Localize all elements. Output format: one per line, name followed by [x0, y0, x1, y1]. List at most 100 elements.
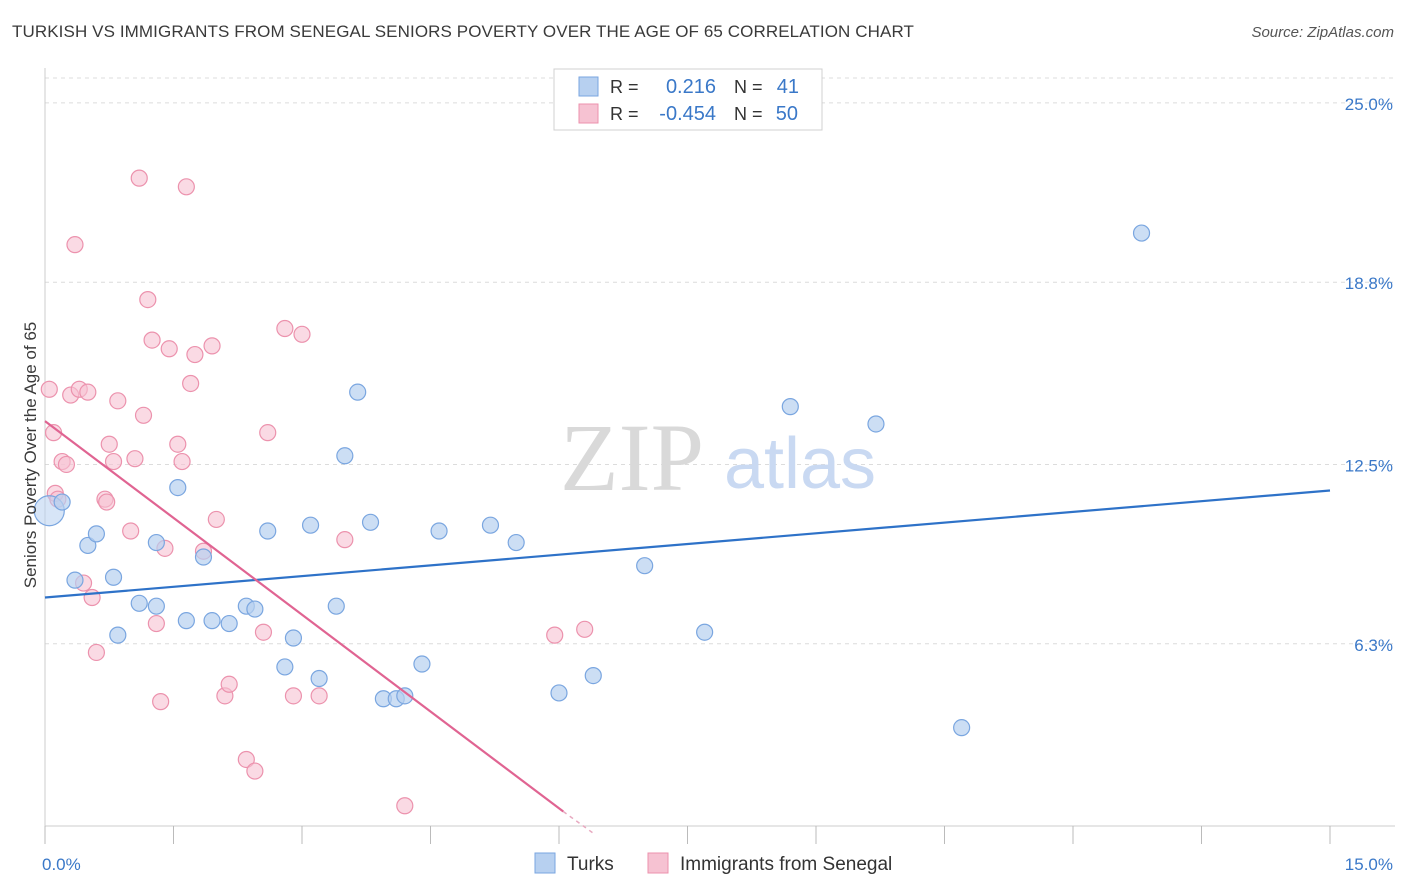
- senegal-point: [40, 380, 58, 398]
- senegal-point: [310, 687, 328, 705]
- axes-layer: [44, 68, 1395, 844]
- x-tick-label: 15.0%: [1345, 855, 1393, 874]
- senegal-swatch-icon: [578, 103, 599, 124]
- tick-labels: 6.3% 12.5% 18.8% 25.0% 0.0% 15.0%: [42, 95, 1393, 874]
- senegal-point: [336, 531, 354, 549]
- turks-r-label: R =: [610, 77, 639, 97]
- turks-point: [349, 383, 367, 401]
- turks-point: [430, 522, 448, 540]
- senegal-point: [396, 797, 414, 815]
- senegal-point: [134, 406, 153, 424]
- turks-swatch-icon: [578, 76, 599, 97]
- legend-senegal-icon: [647, 852, 669, 874]
- turks-point: [203, 612, 221, 630]
- y-tick-label: 6.3%: [1354, 636, 1393, 655]
- turks-point: [130, 594, 148, 612]
- senegal-point: [259, 424, 277, 442]
- turks-trendline: [44, 489, 1331, 599]
- senegal-point: [100, 435, 118, 453]
- senegal-point: [284, 687, 303, 705]
- y-tick-label: 12.5%: [1345, 456, 1393, 475]
- turks-point: [361, 513, 380, 531]
- x-tick-label: 0.0%: [42, 855, 81, 874]
- grid-layer: [45, 77, 1395, 645]
- turks-point: [147, 533, 165, 552]
- turks-point: [327, 597, 345, 615]
- senegal-n-label: N =: [734, 104, 763, 124]
- turks-point: [481, 516, 500, 534]
- turks-point: [169, 479, 187, 497]
- stats-legend-box: [553, 68, 823, 131]
- turks-point: [507, 533, 525, 552]
- senegal-r-label: R =: [610, 104, 639, 124]
- turks-point: [79, 536, 97, 555]
- turks-point: [220, 614, 238, 633]
- senegal-point: [254, 623, 273, 641]
- senegal-point: [203, 337, 221, 355]
- turks-point: [87, 525, 106, 543]
- senegal-point: [237, 750, 255, 769]
- y-axis-label: Seniors Poverty Over the Age of 65: [21, 322, 40, 588]
- senegal-point: [57, 455, 76, 474]
- stats-legend: R = 0.216 N = 41 R = -0.454 N = 50: [553, 68, 823, 131]
- turks-point: [53, 493, 71, 511]
- senegal-point: [220, 675, 238, 693]
- senegal-point: [160, 340, 178, 358]
- senegal-point: [173, 452, 191, 471]
- turks-point: [66, 571, 84, 589]
- turks-point: [246, 600, 264, 618]
- turks-point: [953, 719, 971, 737]
- turks-point: [396, 687, 414, 705]
- senegal-point: [83, 588, 101, 607]
- turks-r-value: 0.216: [666, 76, 716, 98]
- senegal-trendline-extension: [562, 810, 594, 834]
- turks-point: [584, 666, 602, 685]
- senegal-point: [182, 374, 200, 393]
- turks-point: [550, 684, 568, 702]
- turks-point: [867, 415, 885, 433]
- senegal-point: [122, 522, 140, 540]
- watermark-atlas: atlas: [724, 424, 876, 504]
- senegal-point: [130, 169, 148, 187]
- turks-point: [636, 557, 654, 575]
- y-tick-label: 25.0%: [1345, 95, 1393, 114]
- turks-point: [413, 655, 431, 673]
- senegal-point: [177, 178, 195, 196]
- watermark-zip: ZIP: [560, 404, 704, 511]
- senegal-point: [126, 450, 144, 468]
- turks-point: [104, 568, 123, 586]
- turks-n-label: N =: [734, 77, 763, 97]
- legend-turks-label: Turks: [567, 854, 614, 875]
- senegal-trendline: [44, 420, 564, 813]
- turks-point: [336, 447, 354, 465]
- turks-point: [276, 658, 294, 676]
- chart-title: TURKISH VS IMMIGRANTS FROM SENEGAL SENIO…: [12, 22, 914, 41]
- senegal-point: [79, 383, 97, 401]
- legend-turks-icon: [534, 852, 556, 874]
- senegal-point: [147, 614, 165, 633]
- turks-point: [301, 516, 320, 534]
- y-tick-label: 18.8%: [1345, 274, 1393, 293]
- senegal-point: [207, 510, 225, 529]
- turks-point: [147, 597, 165, 615]
- senegal-point: [293, 325, 311, 343]
- senegal-point: [576, 620, 594, 638]
- senegal-point: [152, 693, 170, 711]
- series-legend: Turks Immigrants from Senegal: [534, 852, 892, 875]
- senegal-point: [143, 331, 161, 349]
- senegal-point: [186, 345, 204, 364]
- senegal-n-value: 50: [776, 103, 798, 125]
- turks-n-value: 41: [777, 76, 799, 98]
- turks-point: [259, 522, 277, 540]
- turks-point: [109, 626, 127, 644]
- turks-points: [33, 224, 1151, 737]
- source-label: Source: ZipAtlas.com: [1251, 24, 1394, 41]
- senegal-points: [40, 169, 594, 815]
- turks-point: [1132, 224, 1151, 242]
- turks-point: [194, 548, 213, 566]
- senegal-point: [87, 643, 106, 662]
- turks-point: [696, 623, 714, 641]
- turks-point: [284, 629, 303, 647]
- senegal-point: [276, 319, 294, 338]
